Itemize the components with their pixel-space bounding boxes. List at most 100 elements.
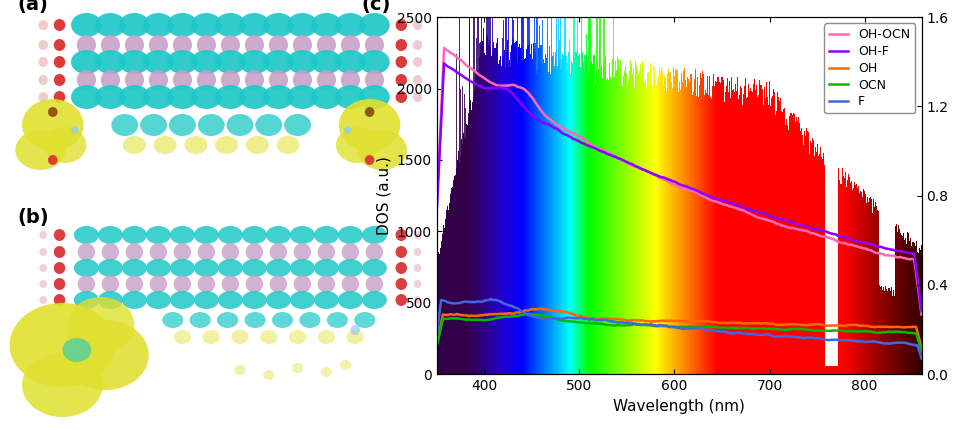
Ellipse shape (266, 226, 291, 244)
Ellipse shape (366, 275, 383, 293)
F (726, 331, 737, 336)
Ellipse shape (174, 330, 191, 344)
Ellipse shape (270, 243, 287, 261)
Ellipse shape (54, 278, 65, 290)
Ellipse shape (314, 226, 339, 244)
Ellipse shape (362, 226, 387, 244)
OH-F (849, 238, 860, 243)
Ellipse shape (154, 136, 177, 154)
Ellipse shape (218, 226, 243, 244)
Ellipse shape (150, 243, 167, 261)
Ellipse shape (336, 127, 378, 163)
Ellipse shape (335, 85, 366, 109)
Ellipse shape (215, 13, 246, 37)
Ellipse shape (414, 231, 421, 239)
Ellipse shape (62, 320, 149, 390)
Ellipse shape (221, 35, 240, 55)
Ellipse shape (169, 114, 196, 136)
Ellipse shape (123, 136, 146, 154)
Ellipse shape (321, 367, 332, 377)
Ellipse shape (347, 330, 364, 344)
Ellipse shape (234, 365, 246, 375)
Ellipse shape (194, 291, 219, 309)
Ellipse shape (77, 70, 96, 90)
Ellipse shape (227, 114, 253, 136)
Ellipse shape (22, 99, 84, 151)
Ellipse shape (242, 259, 267, 277)
Ellipse shape (162, 312, 183, 328)
Ellipse shape (71, 85, 102, 109)
Text: (b): (b) (17, 208, 49, 227)
Ellipse shape (190, 312, 211, 328)
Ellipse shape (44, 127, 86, 163)
Ellipse shape (194, 259, 219, 277)
Ellipse shape (293, 35, 312, 55)
OH-OCN (800, 228, 811, 233)
Ellipse shape (191, 13, 222, 37)
Line: F: F (437, 299, 922, 359)
Ellipse shape (174, 243, 191, 261)
Ellipse shape (54, 262, 65, 274)
Ellipse shape (54, 246, 65, 258)
Ellipse shape (413, 92, 422, 102)
Ellipse shape (48, 107, 58, 117)
Ellipse shape (245, 312, 266, 328)
Ellipse shape (122, 226, 147, 244)
Ellipse shape (341, 35, 360, 55)
OH-OCN (916, 312, 927, 317)
Ellipse shape (184, 136, 207, 154)
Ellipse shape (289, 330, 306, 344)
Ellipse shape (39, 296, 47, 304)
Ellipse shape (198, 275, 215, 293)
Ellipse shape (39, 231, 47, 239)
Ellipse shape (318, 243, 335, 261)
Ellipse shape (396, 91, 407, 103)
F (916, 356, 927, 361)
Ellipse shape (365, 107, 374, 117)
Ellipse shape (215, 136, 238, 154)
Ellipse shape (246, 136, 269, 154)
Ellipse shape (98, 291, 123, 309)
Ellipse shape (167, 85, 198, 109)
F (431, 332, 443, 338)
Ellipse shape (266, 291, 291, 309)
OH-F (431, 209, 443, 214)
Ellipse shape (314, 259, 339, 277)
Ellipse shape (203, 330, 220, 344)
Ellipse shape (149, 70, 168, 90)
OH-OCN (431, 200, 443, 205)
OH (916, 346, 927, 351)
Ellipse shape (191, 50, 222, 74)
OH-F (800, 224, 811, 229)
Ellipse shape (149, 35, 168, 55)
OH-OCN (740, 209, 752, 215)
Ellipse shape (246, 243, 263, 261)
Ellipse shape (74, 259, 99, 277)
Ellipse shape (173, 35, 192, 55)
OCN (726, 325, 737, 330)
Ellipse shape (396, 294, 407, 306)
Ellipse shape (414, 280, 421, 288)
Ellipse shape (125, 35, 144, 55)
Ellipse shape (38, 40, 48, 50)
Ellipse shape (269, 35, 288, 55)
Ellipse shape (350, 325, 360, 335)
OH-OCN (439, 45, 450, 50)
Ellipse shape (413, 40, 422, 50)
Ellipse shape (215, 50, 246, 74)
OCN (713, 325, 725, 330)
Ellipse shape (174, 275, 191, 293)
Ellipse shape (71, 50, 102, 74)
Ellipse shape (270, 275, 287, 293)
Ellipse shape (167, 50, 198, 74)
Ellipse shape (197, 35, 216, 55)
Ellipse shape (396, 229, 407, 241)
Ellipse shape (365, 155, 374, 165)
Ellipse shape (359, 50, 390, 74)
Ellipse shape (365, 70, 384, 90)
Ellipse shape (222, 275, 239, 293)
Ellipse shape (366, 243, 383, 261)
OH (740, 321, 752, 326)
Ellipse shape (198, 114, 225, 136)
Ellipse shape (74, 291, 99, 309)
